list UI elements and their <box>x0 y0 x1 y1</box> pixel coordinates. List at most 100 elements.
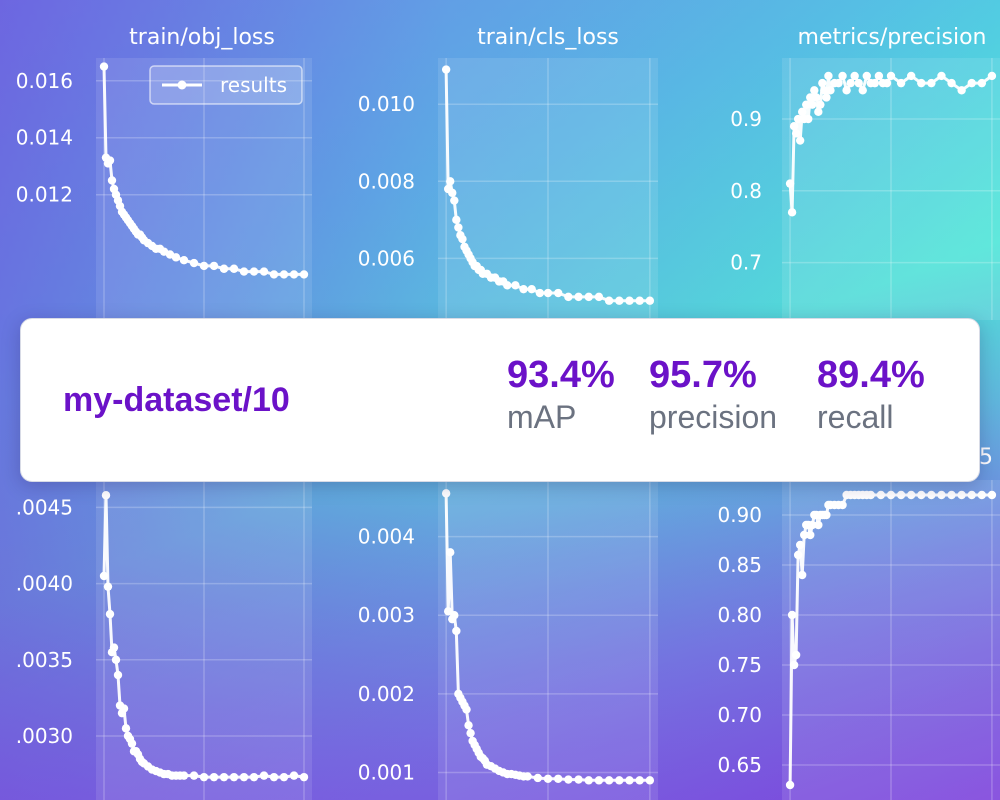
data-point <box>553 288 563 298</box>
data-point <box>535 288 545 298</box>
data-point <box>842 86 851 95</box>
data-point <box>927 490 936 500</box>
data-point <box>800 530 809 540</box>
chart-panel-2: 0.010 0.008 0.006 train/cls_loss <box>358 25 658 320</box>
data-point <box>249 772 259 782</box>
data-point <box>107 176 117 185</box>
data-point <box>229 264 239 273</box>
data-point <box>441 65 451 74</box>
data-point <box>564 292 573 302</box>
data-point <box>787 208 797 217</box>
data-point <box>446 548 455 557</box>
data-point <box>533 773 543 783</box>
stat-map-value: 93.4% <box>507 354 615 396</box>
data-point <box>789 660 799 670</box>
data-point <box>446 177 455 186</box>
data-point <box>543 288 553 298</box>
data-point <box>279 270 289 279</box>
legend-marker <box>177 80 187 90</box>
y-tick-label: 0.8 <box>730 179 762 203</box>
data-point <box>279 772 289 782</box>
data-point <box>452 215 461 225</box>
data-point <box>858 86 867 95</box>
dataset-summary-card[interactable]: my-dataset/10 93.4% mAP 95.7% precision … <box>20 318 980 482</box>
dataset-name[interactable]: my-dataset/10 <box>63 381 290 419</box>
data-point <box>793 114 803 124</box>
data-point <box>987 490 997 500</box>
data-point <box>977 78 987 88</box>
data-point <box>523 772 532 781</box>
y-tick-label: 0.003 <box>358 603 415 627</box>
data-point <box>818 78 827 88</box>
data-point <box>171 253 181 262</box>
data-point <box>441 489 451 498</box>
y-tick-label: 0.010 <box>358 92 415 116</box>
data-point <box>464 721 473 730</box>
data-point <box>443 607 453 616</box>
y-tick-label: 0.80 <box>717 603 762 627</box>
data-point <box>574 292 583 302</box>
y-tick-label: 0.9 <box>730 107 762 131</box>
y-tick-label: .0040 <box>16 572 73 596</box>
stat-map: 93.4% mAP <box>507 353 615 437</box>
data-point <box>808 100 817 109</box>
data-point <box>810 86 819 95</box>
data-point <box>834 78 843 88</box>
data-point <box>269 772 279 782</box>
data-point <box>793 550 803 560</box>
data-point <box>957 490 966 500</box>
data-point <box>99 571 109 581</box>
data-point <box>987 71 997 81</box>
data-point <box>789 121 799 131</box>
data-point <box>584 292 593 302</box>
data-point <box>519 284 528 294</box>
data-point <box>527 284 536 294</box>
data-point <box>645 296 655 305</box>
y-tick-label: 0.85 <box>717 553 762 577</box>
stat-precision-label: precision <box>649 399 778 435</box>
data-point <box>846 78 855 88</box>
data-point <box>239 267 249 276</box>
data-point <box>199 772 209 782</box>
data-point <box>584 776 593 785</box>
data-point <box>816 100 825 109</box>
data-point <box>820 86 829 95</box>
y-tick-label: 0.7 <box>730 251 762 275</box>
data-point <box>850 71 859 81</box>
data-point <box>127 739 137 748</box>
data-point <box>874 71 884 81</box>
data-point <box>785 179 795 188</box>
data-point <box>795 136 805 145</box>
y-tick-label: 0.70 <box>717 703 762 727</box>
data-point <box>564 775 573 784</box>
data-point <box>896 78 906 88</box>
data-point <box>797 570 807 580</box>
data-point <box>179 255 189 265</box>
data-point <box>553 774 563 783</box>
y-tick-label: 0.004 <box>358 525 415 549</box>
data-point <box>854 78 863 88</box>
data-point <box>876 490 886 500</box>
data-point <box>957 86 966 95</box>
stat-precision: 95.7% precision <box>649 353 777 437</box>
data-point <box>882 78 892 88</box>
y-tick-label: 0.65 <box>717 753 762 777</box>
y-tick-label: 0.016 <box>16 69 73 93</box>
data-point <box>862 71 871 81</box>
data-point <box>249 267 259 276</box>
data-point <box>795 540 805 550</box>
data-point <box>967 78 976 88</box>
data-point <box>454 223 463 232</box>
data-point <box>111 655 121 665</box>
data-point <box>937 490 946 500</box>
y-tick-label: 0.90 <box>717 503 762 527</box>
data-point <box>797 107 807 117</box>
data-point <box>822 93 831 102</box>
data-point <box>787 610 797 620</box>
chart-panel-3: 0.9 0.8 0.7 metrics/precision <box>730 25 1000 320</box>
data-point <box>109 643 119 652</box>
data-point <box>806 93 815 102</box>
data-point <box>99 62 109 71</box>
data-point <box>604 296 614 305</box>
